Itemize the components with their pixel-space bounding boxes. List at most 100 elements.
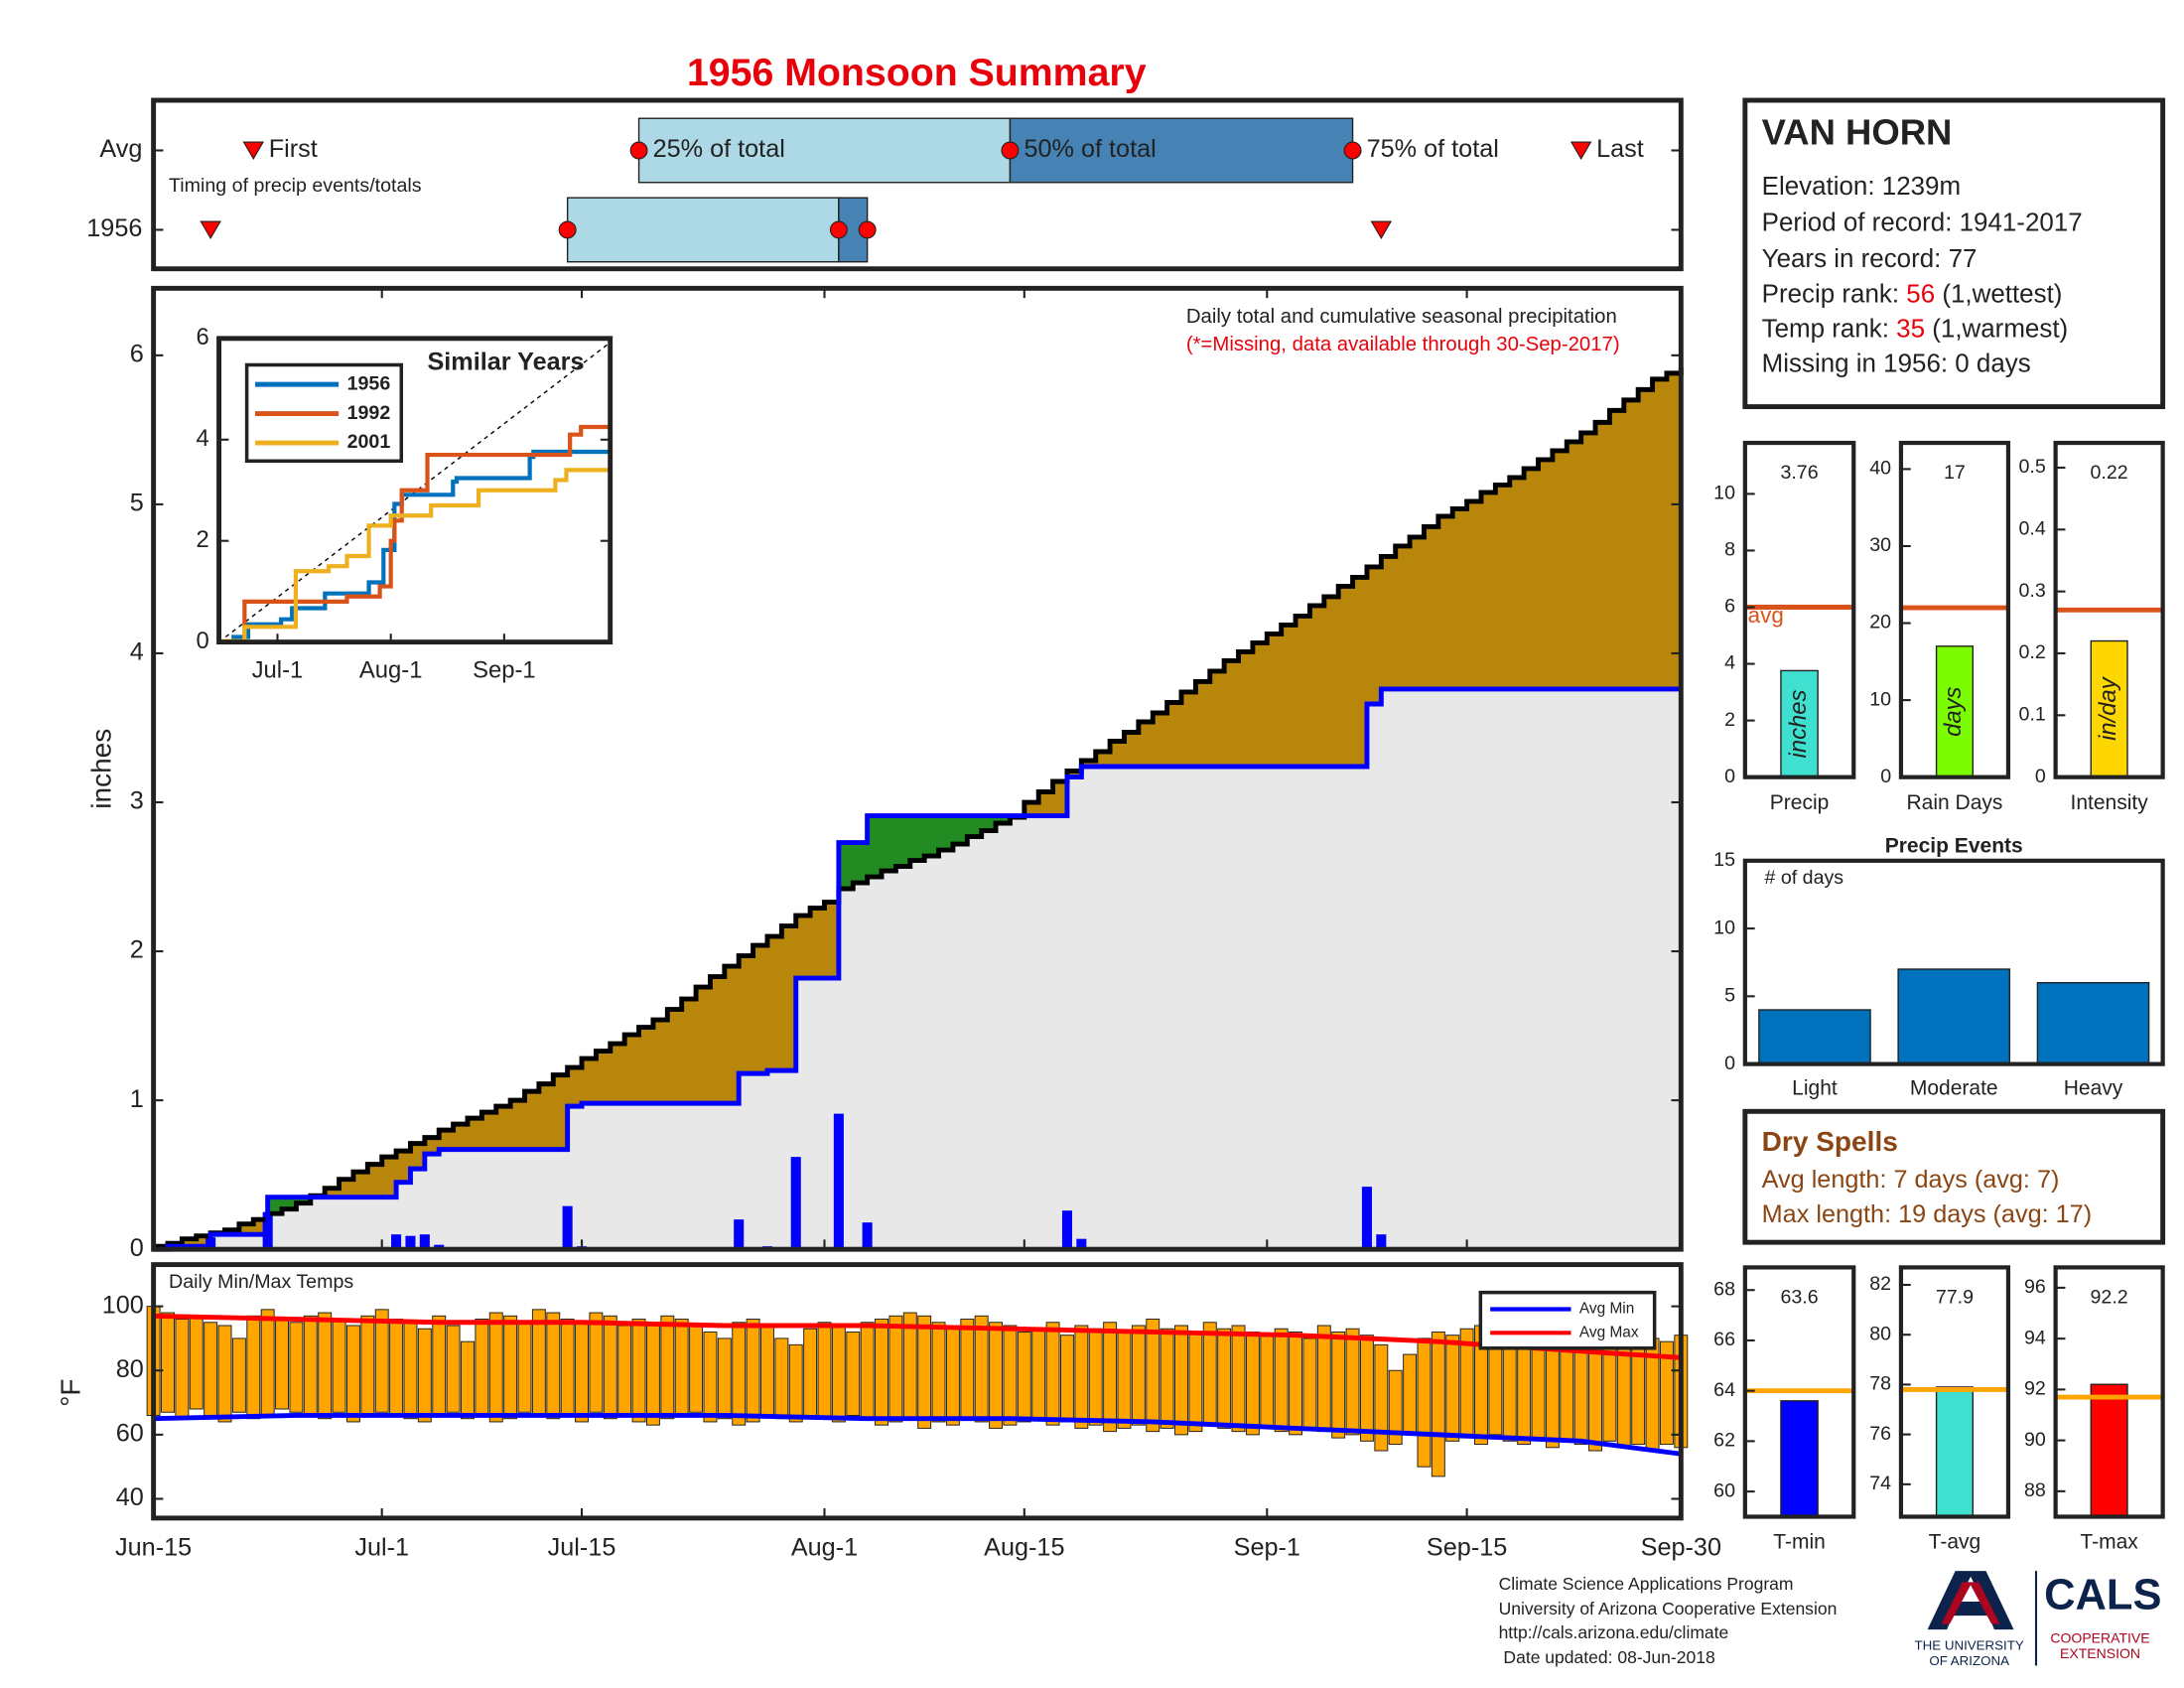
x-label: T-max — [2080, 1531, 2138, 1554]
y-tick-label: 92 — [2024, 1378, 2046, 1400]
temp-range-bar — [446, 1325, 461, 1413]
y-tick-label: 68 — [1713, 1278, 1735, 1300]
temp-range-bar — [360, 1315, 375, 1416]
rank-note: (1,wettest) — [1942, 280, 2062, 308]
temp-range-bar — [318, 1312, 333, 1420]
unit-label: days — [1940, 686, 1967, 736]
temp-range-bar — [1074, 1325, 1089, 1429]
temp-range-bar — [1160, 1328, 1174, 1429]
x-tick-label: Jul-1 — [252, 656, 304, 683]
y-tick-label: 10 — [1713, 483, 1735, 504]
temp-range-bar — [575, 1322, 589, 1423]
rank-label: Precip rank: — [1762, 280, 1899, 308]
legend-label: Avg Max — [1579, 1324, 1639, 1340]
x-tick-label: Heavy — [2064, 1076, 2123, 1099]
event-marker — [1570, 141, 1592, 161]
temp-range-bar — [1560, 1337, 1574, 1442]
y-tick-label: 6 — [196, 324, 208, 351]
total-marker — [858, 220, 877, 239]
event-label: First — [269, 135, 318, 163]
y-tick-label: 8 — [1724, 539, 1735, 561]
temp-range-bar — [846, 1331, 861, 1416]
row-label: 1956 — [86, 214, 142, 242]
temp-range-bar — [1088, 1328, 1103, 1426]
temp-range-bar — [875, 1319, 888, 1426]
temp-range-bar — [1202, 1322, 1217, 1426]
temp-range-bar — [746, 1319, 760, 1423]
temp-range-bar — [660, 1315, 675, 1420]
temp-range-bar — [1374, 1343, 1389, 1452]
ua-text: THE UNIVERSITY — [1915, 1637, 2024, 1652]
daily-bar — [1361, 1187, 1372, 1250]
temp-range-bar — [175, 1319, 190, 1420]
x-tick-label: Light — [1792, 1076, 1838, 1099]
temp-range-bar — [1445, 1335, 1460, 1442]
footer-line: http://cals.arizona.edu/climate — [1499, 1622, 1729, 1642]
avg-cumulative-line — [153, 366, 1684, 1249]
y-tick-label: 1 — [130, 1085, 144, 1113]
y-tick-label: 96 — [2024, 1276, 2046, 1298]
axes-frame — [1742, 1265, 1856, 1519]
event-label: Last — [1596, 135, 1644, 163]
total-marker — [1001, 141, 1020, 160]
temp-range-bar — [917, 1315, 932, 1429]
station-box: VAN HORN Elevation: 1239m Period of reco… — [1742, 97, 2166, 410]
y-tick-label: 0 — [196, 628, 208, 654]
temp-range-bar — [1331, 1331, 1346, 1439]
y-tick-label: 4 — [196, 425, 208, 452]
axes-frame — [1742, 440, 1856, 779]
temp-range-bar — [332, 1319, 346, 1413]
temp-range-bar — [1231, 1325, 1246, 1433]
y-tick-label: 74 — [1869, 1473, 1891, 1494]
x-tick-label: Jul-1 — [354, 1533, 409, 1561]
y-tick-label: 94 — [2024, 1327, 2046, 1348]
temp-range-bar — [589, 1312, 604, 1413]
temp-range-bar — [1417, 1337, 1432, 1468]
y-tick-label: 0.1 — [2019, 704, 2046, 726]
y-tick-label: 2 — [1724, 709, 1735, 731]
temp-range-bar — [289, 1322, 304, 1413]
cals-sub: EXTENSION — [2060, 1645, 2140, 1661]
timing-note: Timing of precip events/totals — [169, 175, 422, 197]
temp-range-bar — [1345, 1328, 1360, 1436]
temp-range-bar — [432, 1315, 447, 1416]
daily-bar — [562, 1205, 573, 1250]
dry-spells-title: Dry Spells — [1762, 1126, 1898, 1157]
stat-bar — [1935, 1386, 1974, 1518]
value-label: 77.9 — [1936, 1286, 1974, 1308]
total-label: 25% of total — [653, 135, 785, 163]
y-tick-label: 3 — [130, 787, 144, 815]
y-axis-label: inches — [86, 729, 117, 809]
temp-range-bar — [246, 1315, 261, 1420]
temp-range-bar — [931, 1322, 946, 1423]
temp-range-bar — [546, 1312, 561, 1420]
temp-range-bar — [888, 1315, 903, 1423]
temp-range-bar — [960, 1319, 975, 1420]
temp-range-bar — [531, 1309, 546, 1416]
figure-title: 1956 Monsoon Summary — [687, 51, 1147, 94]
rank-note: (1,warmest) — [1932, 315, 2068, 343]
daily-bar — [862, 1222, 873, 1250]
dry-spells-box: Dry Spells Avg length: 7 days (avg: 7) M… — [1742, 1108, 2166, 1245]
y-tick-label: 0.2 — [2019, 641, 2046, 663]
bar — [1897, 968, 2011, 1065]
temp-range-bar — [1003, 1325, 1018, 1426]
y-tick-label: 76 — [1869, 1423, 1891, 1445]
y-tick-label: 5 — [1724, 985, 1735, 1007]
series-line — [218, 465, 613, 643]
rank-value: 56 — [1906, 280, 1935, 308]
station-years: Years in record: 77 — [1762, 245, 1978, 273]
temp-range-bar — [231, 1337, 246, 1413]
avg-temp-line — [153, 1413, 1682, 1457]
y-tick-label: 60 — [1713, 1479, 1735, 1501]
temp-range-bar — [817, 1322, 832, 1420]
value-label: 17 — [1944, 462, 1966, 484]
y-tick-label: 0 — [2035, 766, 2046, 787]
y-tick-label: 80 — [116, 1355, 144, 1383]
y-tick-label: 90 — [2024, 1429, 2046, 1451]
y-tick-label: 82 — [1869, 1273, 1891, 1295]
x-tick-label: Jun-15 — [115, 1533, 192, 1561]
y-tick-label: 20 — [1869, 612, 1891, 633]
dry-spells-frame — [1742, 1108, 2166, 1245]
temp-range-bar — [645, 1322, 660, 1426]
